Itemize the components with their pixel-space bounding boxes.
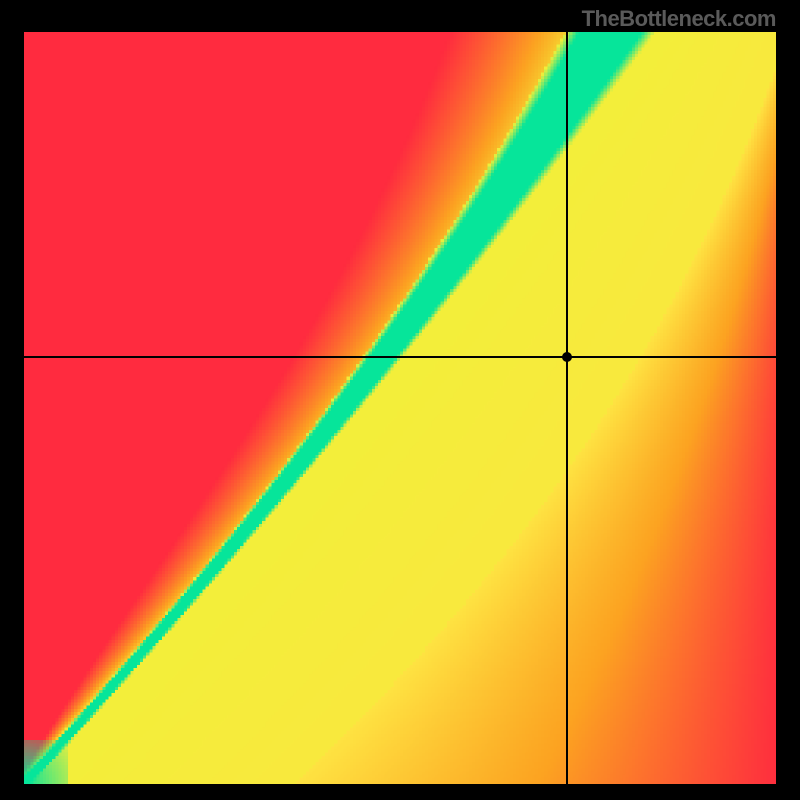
crosshair-vertical [566,32,568,784]
crosshair-marker [562,352,572,362]
crosshair-horizontal [24,356,776,358]
plot-frame [24,32,776,784]
heatmap-canvas [24,32,776,784]
heatmap-plot [24,32,776,784]
watermark-text: TheBottleneck.com [582,6,776,32]
